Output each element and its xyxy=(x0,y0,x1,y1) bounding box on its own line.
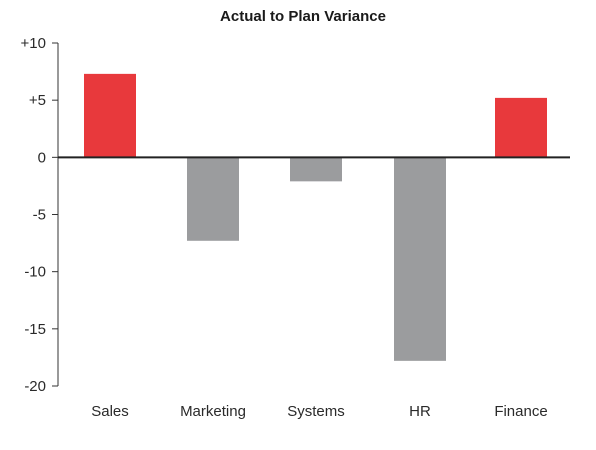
y-tick-label: -15 xyxy=(24,321,46,338)
category-label-marketing: Marketing xyxy=(180,403,246,420)
chart-title: Actual to Plan Variance xyxy=(220,8,386,25)
y-tick-label: -10 xyxy=(24,264,46,281)
category-label-sales: Sales xyxy=(91,403,129,420)
y-tick-label: -20 xyxy=(24,378,46,395)
y-tick-label: -5 xyxy=(33,207,46,224)
bar-systems xyxy=(290,157,342,182)
bar-marketing xyxy=(187,157,239,241)
y-tick-label: +10 xyxy=(21,35,46,52)
bar-finance xyxy=(495,97,547,158)
category-label-finance: Finance xyxy=(494,403,547,420)
bar-hr xyxy=(394,157,446,361)
y-tick-label: +5 xyxy=(29,92,46,109)
bars xyxy=(84,73,547,361)
category-labels: Sales Marketing Systems HR Finance xyxy=(91,403,547,420)
y-axis-ticks: +10 +5 0 -5 -10 -15 -20 xyxy=(21,35,58,395)
bar-sales xyxy=(84,73,136,158)
category-label-systems: Systems xyxy=(287,403,345,420)
category-label-hr: HR xyxy=(409,403,431,420)
y-tick-label: 0 xyxy=(38,149,46,166)
